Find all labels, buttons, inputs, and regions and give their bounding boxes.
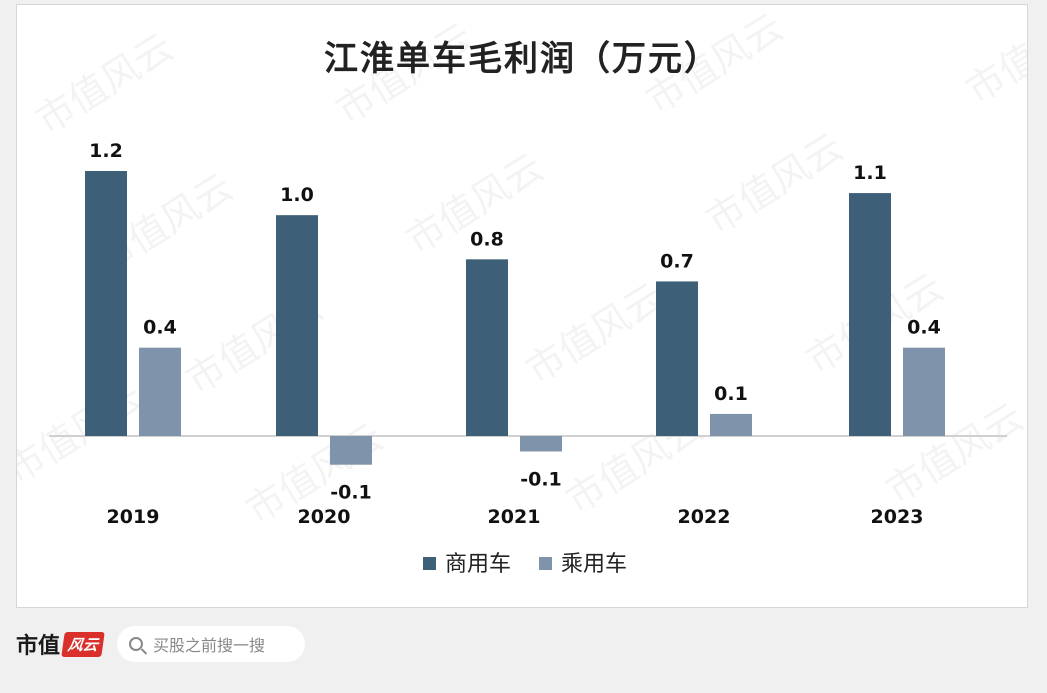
bar-commercial: [85, 171, 127, 436]
bar-commercial: [849, 193, 891, 436]
bar-passenger: [330, 436, 372, 465]
bar-chart: 市值风云市值风云市值风云市值风云市值风云市值风云市值风云市值风云市值风云市值风云…: [17, 5, 1028, 577]
data-label: 0.4: [907, 317, 941, 339]
data-label: 0.4: [143, 317, 177, 339]
data-label: 1.1: [853, 162, 887, 184]
bar-passenger: [903, 347, 945, 436]
legend-swatch: [423, 557, 436, 570]
footer: 市值 风云 买股之前搜一搜: [16, 626, 306, 662]
x-tick-label: 2023: [871, 506, 924, 528]
logo-text: 市值: [16, 633, 61, 659]
x-tick-label: 2021: [488, 506, 541, 528]
x-tick-label: 2020: [298, 506, 351, 528]
bar-commercial: [466, 259, 508, 436]
bar-passenger: [710, 413, 752, 436]
legend-label: 乘用车: [561, 552, 627, 577]
data-label: -0.1: [520, 468, 562, 490]
legend-label: 商用车: [445, 552, 511, 577]
logo-badge: 风云: [61, 631, 105, 657]
x-tick-label: 2022: [678, 506, 731, 528]
brand-logo[interactable]: 市值 风云: [16, 628, 105, 660]
search-icon: [129, 637, 144, 651]
data-label: 0.1: [714, 383, 748, 405]
chart-card: 江淮单车毛利润（万元） 市值风云市值风云市值风云市值风云市值风云市值风云市值风云…: [16, 4, 1028, 608]
search-box[interactable]: 买股之前搜一搜: [117, 626, 306, 662]
data-label: 0.7: [660, 250, 694, 272]
bar-commercial: [656, 281, 698, 436]
data-label: 0.8: [470, 228, 504, 250]
bar-passenger: [139, 347, 181, 436]
bar-passenger: [520, 436, 562, 452]
data-label: 1.2: [89, 140, 123, 162]
data-label: -0.1: [330, 482, 372, 504]
data-label: 1.0: [280, 184, 314, 206]
chart-title: 江淮单车毛利润（万元）: [324, 39, 720, 79]
bar-commercial: [276, 215, 318, 436]
legend-swatch: [539, 557, 552, 570]
search-placeholder: 买股之前搜一搜: [153, 636, 266, 655]
x-tick-label: 2019: [107, 506, 160, 528]
